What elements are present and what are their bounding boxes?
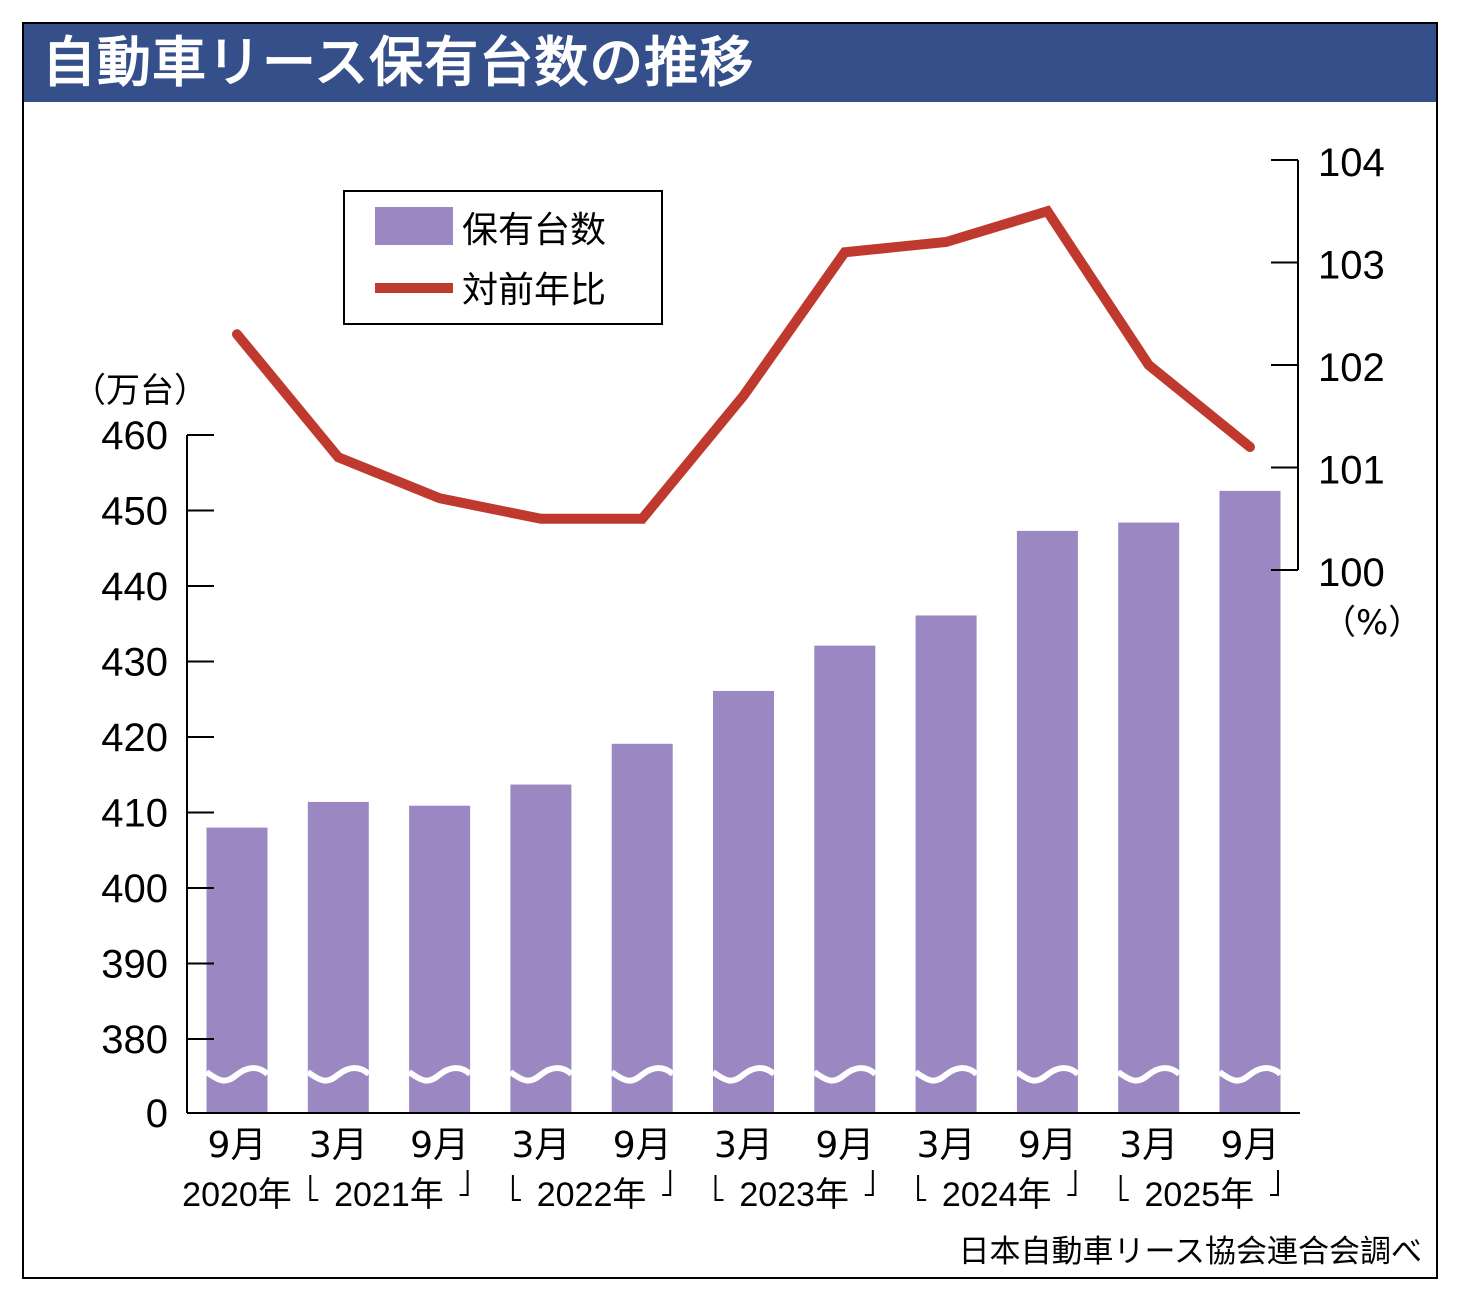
bar xyxy=(915,615,977,1113)
year-bracket-right xyxy=(459,1170,469,1196)
legend-swatch-line xyxy=(375,283,453,293)
year-bracket-right xyxy=(662,1170,672,1196)
source-note: 日本自動車リース協会連合会調べ xyxy=(959,1234,1422,1270)
year-bracket-left xyxy=(511,1175,521,1201)
x-tick-label: 3月 xyxy=(714,1125,773,1166)
left-tick-label: 390 xyxy=(101,943,168,987)
year-label: 2021年 xyxy=(334,1176,444,1214)
x-tick-label: 3月 xyxy=(1119,1125,1178,1166)
right-tick-label: 102 xyxy=(1318,346,1385,390)
axis-break-wave xyxy=(204,1065,270,1084)
axis-break-wave xyxy=(711,1065,777,1084)
bars-group xyxy=(204,490,1283,1113)
right-tick-label: 104 xyxy=(1318,141,1385,185)
legend-swatch-bar xyxy=(375,207,453,245)
bar xyxy=(611,743,673,1113)
bar xyxy=(1118,522,1180,1113)
x-tick-label: 3月 xyxy=(511,1125,570,1166)
left-tick-label: 420 xyxy=(101,716,168,760)
legend-label-line: 対前年比 xyxy=(462,270,606,311)
title-bar: 自動車リース保有台数の推移 xyxy=(24,24,1436,102)
legend-label-bar: 保有台数 xyxy=(462,210,606,251)
left-tick-label: 430 xyxy=(101,641,168,685)
right-tick-label: 100 xyxy=(1318,551,1385,595)
left-tick-label: 450 xyxy=(101,490,168,534)
year-label: 2023年 xyxy=(739,1176,849,1214)
year-bracket-left xyxy=(714,1175,724,1201)
chart-title: 自動車リース保有台数の推移 xyxy=(42,31,755,94)
x-tick-label: 9月 xyxy=(613,1125,672,1166)
left-axis-unit: （万台） xyxy=(72,371,208,411)
axis-break-wave xyxy=(609,1065,675,1084)
x-tick-label: 9月 xyxy=(208,1125,267,1166)
bar xyxy=(713,690,774,1113)
year-bracket-left xyxy=(1119,1175,1129,1201)
axis-break-wave xyxy=(1116,1065,1182,1084)
x-tick-label: 3月 xyxy=(917,1125,976,1166)
bar xyxy=(1016,530,1078,1113)
year-label: 2020年 xyxy=(182,1176,292,1214)
right-tick-label: 103 xyxy=(1318,244,1385,288)
left-tick-label: 410 xyxy=(101,792,168,836)
bar xyxy=(814,645,876,1113)
bar xyxy=(510,784,572,1113)
year-label: 2022年 xyxy=(537,1176,647,1214)
year-label: 2025年 xyxy=(1145,1176,1255,1214)
axis-break-wave xyxy=(812,1065,878,1084)
axis-break-wave xyxy=(913,1065,979,1084)
bar xyxy=(409,805,471,1113)
year-bracket-right xyxy=(1067,1170,1077,1196)
left-tick-label: 400 xyxy=(101,867,168,911)
axis-break-wave xyxy=(508,1065,574,1084)
axis-break-wave xyxy=(1015,1065,1080,1084)
axis-break-wave xyxy=(407,1065,473,1084)
left-tick-label: 460 xyxy=(101,414,168,458)
x-tick-label: 9月 xyxy=(410,1125,469,1166)
right-axis-unit: （%） xyxy=(1322,603,1422,643)
line-group xyxy=(232,205,1255,524)
x-tick-label: 9月 xyxy=(1018,1125,1077,1166)
axes-group: 460 450 440 430 420 410 400 390 380 0 104 103 102 101… xyxy=(101,141,1385,1214)
year-bracket-right xyxy=(864,1170,874,1196)
x-tick-label: 9月 xyxy=(815,1125,874,1166)
year-bracket-left xyxy=(917,1175,927,1201)
bar xyxy=(1219,490,1281,1113)
x-tick-label: 3月 xyxy=(309,1125,368,1166)
year-bracket-left xyxy=(309,1175,319,1201)
left-tick-label: 380 xyxy=(101,1018,168,1062)
right-tick-label: 101 xyxy=(1318,449,1385,493)
left-tick-label: 440 xyxy=(101,565,168,609)
year-label: 2024年 xyxy=(942,1176,1052,1214)
legend: 保有台数 対前年比 xyxy=(343,190,663,325)
year-bracket-right xyxy=(1270,1170,1279,1196)
bar xyxy=(307,801,369,1113)
x-tick-label: 9月 xyxy=(1221,1125,1280,1166)
axis-break-wave xyxy=(306,1065,371,1084)
left-tick-label-zero: 0 xyxy=(146,1092,168,1136)
axis-break-wave xyxy=(1217,1065,1283,1084)
